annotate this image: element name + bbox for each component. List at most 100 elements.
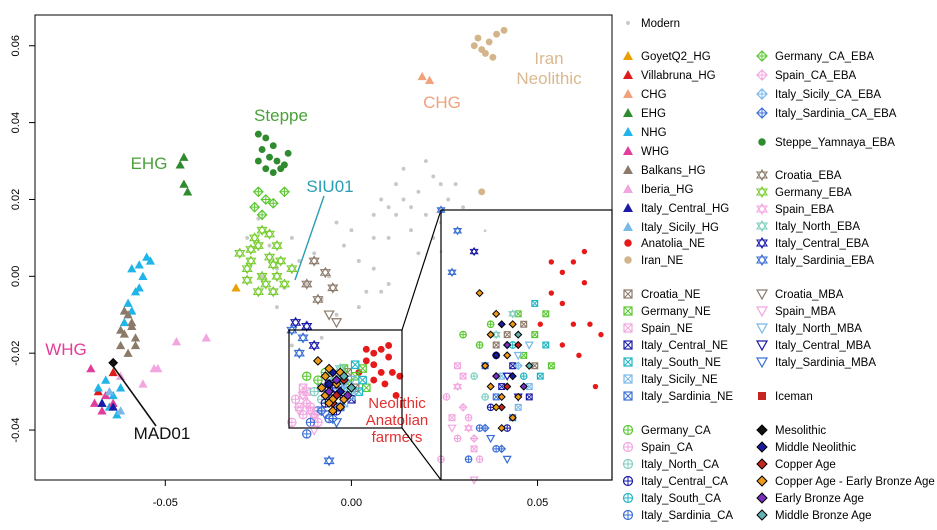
point-italy-south-ne-0 [350, 360, 360, 369]
legend-label-villabruna-hg: Villabruna_HG [641, 70, 716, 82]
legend-item-italy-central-ne: Italy_Central_NE [623, 340, 728, 352]
point-chg-1 [424, 75, 435, 85]
inset-period-early-bronze-age-2 [519, 382, 528, 391]
legend-label-iberia-hg: Iberia_HG [641, 184, 693, 196]
legend-marker-middle-neolithic [756, 441, 768, 453]
annotation-whg: WHG [45, 340, 87, 359]
point-italy-central-hg-0 [97, 398, 107, 407]
legend-item-balkans-hg: Balkans_HG [623, 165, 706, 177]
period-point-copper-age-early-bronze-age-1 [320, 371, 331, 382]
legend-item-italy-sardinia-ca: Italy_Sardinia_CA [622, 509, 733, 522]
point-croatia-eba-2 [301, 278, 313, 290]
legend-label-spain-ca-eba: Spain_CA_EBA [775, 70, 857, 82]
point-iberia-hg-4 [153, 363, 163, 373]
point-germany-eba-18 [245, 243, 257, 256]
y-tick-label-3: 0.02 [10, 189, 22, 210]
point-modern-10 [334, 312, 339, 317]
point-modern-15 [371, 212, 376, 217]
point-nhg-0 [134, 260, 144, 269]
legend-label-italy-central-ne: Italy_Central_NE [641, 340, 728, 352]
legend-item-spain-eba: Spain_EBA [756, 202, 834, 216]
legend-item-goyetq2-hg: GoyetQ2_HG [623, 51, 711, 63]
point-modern-19 [401, 166, 406, 171]
point-modern-14 [364, 289, 369, 294]
point-modern-36 [423, 212, 428, 217]
point-germany-ca-eba-2 [249, 201, 261, 213]
point-anatolia-ne-2 [377, 345, 385, 353]
legend-marker-spain-ne [623, 323, 633, 333]
inset-point-spain-ne-3 [454, 362, 462, 370]
mad01-pointer [109, 361, 157, 427]
point-iran-ne-5 [481, 49, 489, 57]
inset-point-italy-north-ca-0 [470, 372, 478, 380]
inset-point-italy-sardinia-mba-0 [486, 434, 496, 444]
inset-period-copper-age-early-bronze-age-2 [497, 392, 506, 402]
inset-point-spain-ca-2 [464, 413, 473, 422]
period-point-copper-age-early-bronze-age-9 [327, 405, 338, 416]
legend-marker-mesolithic [756, 424, 768, 436]
point-germany-eba-0 [234, 247, 246, 259]
legend-item-croatia-ne: Croatia_NE [623, 289, 701, 301]
point-germany-eba-5 [256, 270, 268, 282]
inset-period-copper-age-early-bronze-age-7 [514, 392, 523, 402]
point-germany-eba-10 [275, 255, 287, 267]
legend-label-goyetq2-hg: GoyetQ2_HG [641, 51, 711, 63]
legend-marker-villabruna-hg [623, 70, 633, 79]
point-modern-6 [304, 282, 309, 286]
period-point-early-bronze-age-1 [331, 375, 342, 385]
legend: Modern GoyetQ2_HG Villabruna_HG CHG EHG NHG WH… [622, 18, 935, 522]
legend-item-italy-sardinia-mba: Italy_Sardinia_MBA [755, 357, 876, 369]
legend-marker-iberia-hg [623, 184, 633, 193]
point-anatolia-ne-1 [370, 361, 378, 369]
point-nhg-10 [101, 375, 111, 384]
legend-label-mesolithic: Mesolithic [775, 425, 826, 437]
period-layer [108, 355, 357, 416]
inset-period-copper-age-early-bronze-age-4 [508, 413, 517, 422]
annotation-iran-line1: Iran [534, 49, 563, 68]
point-germany-ne-4 [362, 383, 371, 393]
point-modern-0 [256, 216, 261, 221]
legend-item-nhg: NHG [623, 127, 667, 139]
point-germany-ca-0 [302, 371, 312, 381]
point-germany-eba-16 [256, 224, 268, 236]
point-germany-eba-3 [263, 251, 276, 263]
legend-label-modern: Modern [641, 18, 680, 30]
point-nhg-5 [127, 306, 137, 315]
legend-label-chg: CHG [641, 89, 667, 101]
legend-item-germany-eba: Germany_EBA [756, 185, 852, 199]
point-modern-31 [394, 212, 399, 217]
point-anatolia-ne-7 [388, 368, 396, 376]
point-anatolia-ne-0 [362, 357, 370, 365]
inset-frame [440, 209, 613, 481]
point-nhg-7 [138, 271, 148, 281]
legend-marker-italy-sardinia-ca [622, 509, 634, 521]
legend-label-italy-sardinia-mba: Italy_Sardinia_MBA [775, 357, 876, 369]
legend-label-balkans-hg: Balkans_HG [641, 165, 706, 177]
point-anatolia-ne-8 [362, 345, 370, 353]
point-iberia-hg-1 [171, 337, 182, 346]
point-modern-25 [446, 197, 451, 202]
legend-item-germany-ca: Germany_CA [622, 424, 711, 437]
point-germany-eba-1 [245, 255, 257, 267]
inset-point-spain-ca-eba-1 [469, 434, 479, 443]
point-modern-20 [409, 205, 413, 210]
inset-period-copper-age-early-bronze-age-5 [492, 309, 501, 318]
inset-point-italy-sardinia-mba-1 [502, 455, 512, 465]
point-modern-55 [319, 335, 324, 340]
point-modern-26 [453, 182, 458, 187]
inset-point-italy-north-ca-1 [481, 393, 489, 401]
legend-label-italy-sardinia-eba: Italy_Sardinia_EBA [775, 255, 874, 267]
legend-label-italy-central-eba: Italy_Central_EBA [775, 238, 869, 250]
point-spain-mba-1 [308, 425, 320, 436]
inset-point-anatolia-ne-5 [537, 321, 543, 327]
legend-marker-italy-sardinia-ne [623, 391, 633, 401]
legend-item-early-bronze-age: Early Bronze Age [756, 492, 864, 505]
inset-period-copper-age-early-bronze-age-11 [492, 403, 501, 412]
inset-point-italy-central-ne-2 [525, 393, 533, 401]
legend-marker-germany-eba [756, 185, 768, 199]
legend-label-italy-south-ca: Italy_South_CA [641, 493, 721, 505]
inset-point-germany-ca-0 [459, 330, 467, 339]
point-germany-eba-11 [252, 286, 264, 298]
inset-point-italy-sicily-ne-1 [514, 403, 522, 411]
point-germany-eba-6 [267, 259, 279, 271]
